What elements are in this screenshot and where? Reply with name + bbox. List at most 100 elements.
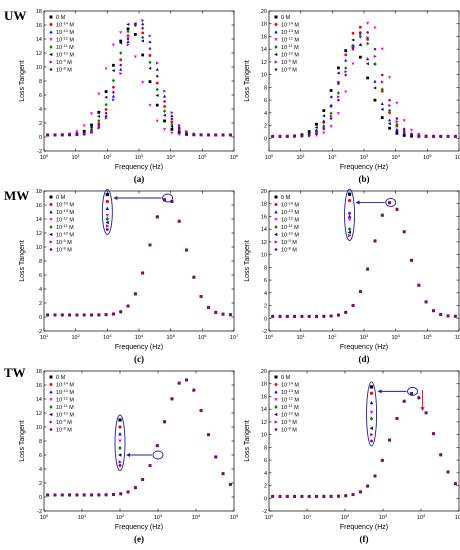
data-point-series-5 [387, 122, 391, 126]
x-tick-label: 102 [328, 153, 337, 161]
y-tick-label: 0 [264, 136, 267, 142]
chart-panel-e: -2 0 2 4 6 8 10 12 14 16 18 100 101 102 103 104 105 Frequ… [10, 365, 239, 545]
data-point-series-2 [336, 81, 340, 85]
data-point-series-1 [344, 53, 348, 57]
data-point-series-6 [156, 61, 159, 65]
data-point-series-7 [410, 259, 413, 262]
legend-marker-0 [49, 375, 53, 379]
x-tick-label: 105 [455, 513, 460, 521]
y-tick-label: 2 [264, 304, 267, 310]
legend-label: 10-14 M [281, 380, 299, 388]
x-tick-label: 104 [391, 153, 400, 161]
data-point-series-5 [307, 131, 311, 135]
legend-label: 0 M [56, 375, 66, 381]
data-point-series-7 [177, 220, 181, 223]
data-point-series-7 [141, 271, 145, 275]
data-point-series-7 [337, 494, 340, 498]
legend-label: 10-10 M [56, 230, 74, 238]
data-point-series-7 [148, 47, 152, 50]
data-point-series-5 [111, 69, 115, 73]
y-tick-label: 2 [264, 124, 267, 130]
y-tick-label: 12 [36, 411, 42, 417]
data-point-series-7 [207, 306, 210, 309]
x-tick-label: 101 [296, 153, 305, 161]
chart-panel-f: -2 0 2 4 6 8 10 12 14 16 18 20 100 101 102 103 104 105 Fre… [235, 365, 460, 545]
data-point-series-3 [97, 92, 101, 96]
legend-label: 10-10 M [281, 50, 299, 58]
y-tick-label: -2 [37, 329, 42, 335]
data-point-series-4 [170, 122, 174, 127]
legend-label: 0 M [281, 15, 291, 21]
data-point-series-0 [395, 131, 399, 135]
peak-ellipse [385, 198, 397, 207]
data-point-series-5 [162, 113, 166, 117]
annotated-point-series-1 [347, 198, 352, 203]
legend-marker-0 [49, 15, 53, 19]
data-point-series-7 [207, 133, 210, 137]
data-point-series-7 [351, 47, 355, 51]
annotation-arrowhead [355, 200, 360, 205]
data-point-series-7 [155, 215, 159, 219]
data-point-series-7 [373, 239, 377, 243]
legend-marker-7 [49, 68, 53, 71]
legend-label: 0 M [56, 15, 66, 21]
y-tick-label: 4 [264, 111, 267, 117]
data-point-series-4 [155, 87, 159, 92]
y-tick-label: 12 [36, 231, 42, 237]
data-point-series-7 [82, 493, 86, 497]
data-point-series-7 [53, 493, 57, 497]
x-tick-label: 105 [423, 333, 432, 341]
data-point-series-7 [402, 230, 406, 233]
data-point-series-7 [453, 315, 457, 318]
annotated-point-series-6 [118, 460, 122, 464]
data-point-series-5 [148, 66, 152, 70]
data-point-series-7 [185, 131, 188, 134]
data-point-series-7 [177, 127, 181, 130]
data-point-series-2 [388, 118, 392, 122]
data-point-series-7 [104, 493, 108, 497]
data-point-series-4 [163, 109, 167, 113]
data-point-series-2 [314, 128, 319, 132]
data-point-series-3 [373, 26, 377, 30]
data-point-series-1 [351, 31, 355, 35]
legend-marker-2 [49, 210, 53, 214]
data-point-series-5 [395, 129, 399, 133]
data-point-series-3 [402, 119, 406, 123]
y-tick-label: 10 [261, 253, 267, 259]
annotated-point-series-0 [118, 418, 122, 422]
y-tick-label: 6 [39, 273, 42, 279]
data-point-series-4 [148, 60, 152, 65]
legend-marker-3 [49, 38, 53, 42]
legend-marker-3 [274, 38, 278, 42]
x-tick-label: 101 [296, 333, 305, 341]
data-point-series-3 [380, 47, 384, 51]
x-tick-label: 103 [103, 333, 112, 341]
data-point-series-4 [141, 35, 145, 40]
data-point-series-7 [293, 495, 296, 498]
x-tick-label: 103 [360, 153, 369, 161]
data-point-series-3 [409, 128, 414, 132]
annotated-point-series-6 [348, 233, 352, 238]
data-point-series-2 [380, 102, 384, 106]
y-axis-title: Loss Tangent [244, 240, 251, 282]
x-tick-label: 102 [328, 333, 337, 341]
data-point-series-3 [133, 55, 137, 59]
y-tick-label: 18 [261, 22, 267, 28]
data-point-series-2 [119, 67, 123, 71]
legend-label: 10-8 M [56, 425, 72, 433]
data-point-series-5 [358, 43, 362, 47]
x-tick-label: 103 [379, 513, 388, 521]
legend-label: 10-9 M [56, 58, 72, 66]
data-point-series-7 [453, 482, 457, 485]
legend-label: 10-14 M [281, 20, 299, 28]
legend-label: 0 M [281, 375, 291, 381]
panel-label: (d) [359, 354, 370, 364]
y-tick-label: 18 [36, 189, 42, 195]
legend-marker-5 [49, 232, 53, 237]
data-point-series-7 [228, 483, 232, 486]
y-tick-label: 16 [261, 34, 267, 40]
data-point-series-7 [329, 117, 333, 120]
data-point-series-7 [439, 453, 443, 456]
data-point-series-7 [82, 313, 86, 317]
legend-label: 10-8 M [281, 425, 297, 433]
